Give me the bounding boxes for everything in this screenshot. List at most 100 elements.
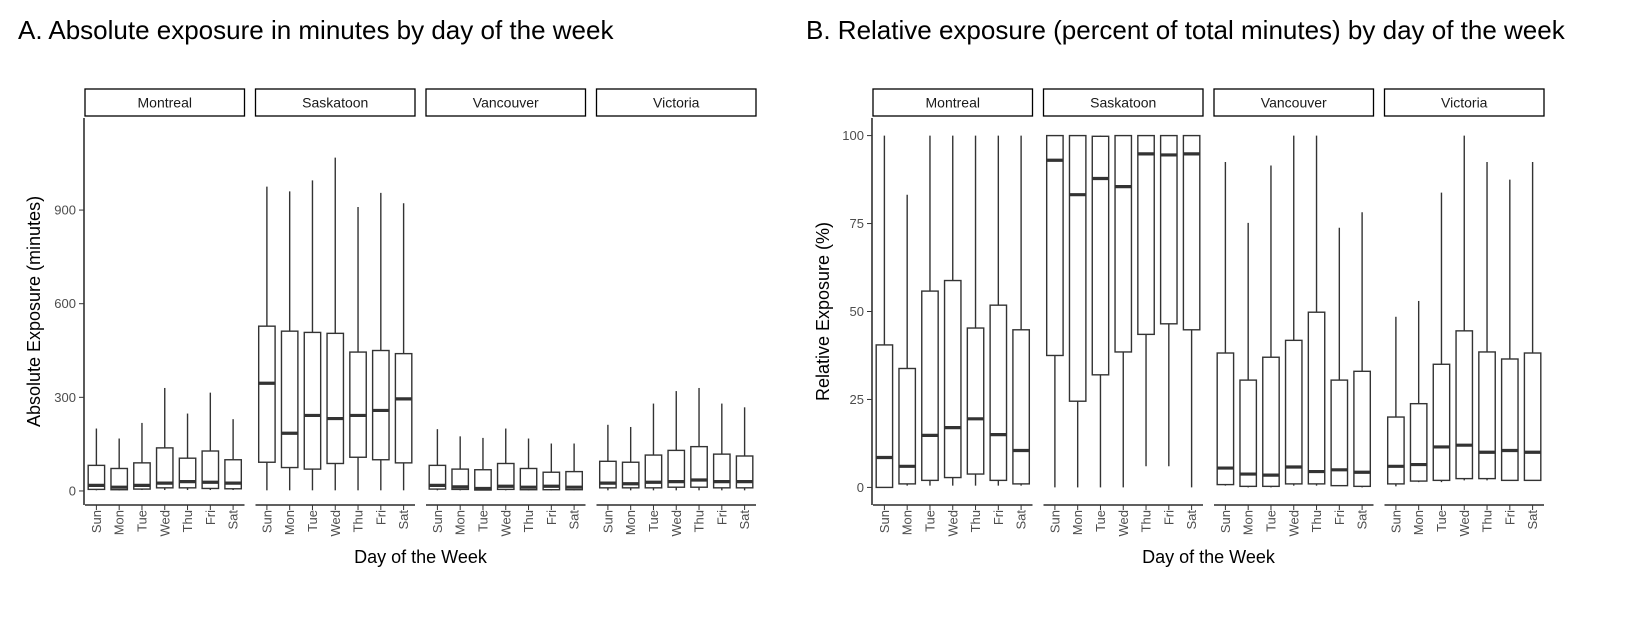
facet-strip — [1213, 88, 1375, 117]
facet-strip — [84, 88, 246, 117]
box — [1523, 352, 1542, 482]
box — [496, 462, 515, 491]
x-tick-label: Fri — [544, 510, 559, 525]
box — [690, 445, 708, 488]
facet-saskatoon: Saskatoon Sun Mon Tue Wed Thu Fri Sat — [1042, 88, 1204, 537]
x-tick-label: Tue — [475, 510, 490, 532]
x-tick-label: Mon — [453, 510, 468, 535]
x-tick-label: Fri — [1161, 510, 1176, 525]
facet-strip-label: Saskatoon — [1090, 95, 1156, 111]
box — [428, 464, 447, 490]
x-tick-label: Thu — [351, 510, 366, 532]
box — [875, 344, 894, 489]
y-tick-label: 25 — [850, 392, 864, 407]
x-tick-label: Thu — [1309, 510, 1324, 532]
box — [1262, 356, 1280, 488]
y-tick-label: 75 — [850, 216, 864, 231]
box — [943, 279, 962, 479]
box — [921, 290, 939, 482]
box — [519, 467, 538, 491]
x-tick-label: Mon — [900, 510, 915, 535]
box — [451, 468, 470, 491]
x-tick-label: Fri — [1502, 510, 1517, 525]
box — [1330, 379, 1349, 487]
facet-strip — [872, 88, 1034, 117]
x-tick-label: Wed — [328, 510, 343, 537]
box — [966, 327, 985, 475]
x-tick-label: Wed — [157, 510, 172, 537]
y-tick-label: 0 — [857, 480, 864, 495]
facet-victoria: Victoria Sun Mon Tue Wed Thu Fri Sat — [1383, 88, 1545, 537]
x-tick-label: Wed — [1457, 510, 1472, 537]
y-tick-label: 900 — [54, 203, 76, 218]
box — [565, 470, 584, 491]
x-tick-label: Sat — [1355, 510, 1370, 530]
box — [712, 453, 731, 489]
box — [155, 447, 174, 489]
box — [1432, 363, 1451, 482]
x-tick-label: Thu — [180, 510, 195, 532]
facet-strip — [254, 88, 416, 117]
facet-montreal: Montreal Sun Mon Tue Wed Thu Fri Sat — [872, 88, 1034, 537]
y-tick-label: 50 — [850, 304, 864, 319]
x-tick-label: Tue — [305, 510, 320, 532]
facet-vancouver: Vancouver Sun Mon Tue Wed Thu Fri Sat — [1213, 88, 1375, 537]
x-tick-label: Sun — [89, 510, 104, 533]
box — [280, 330, 299, 469]
x-tick-label: Tue — [134, 510, 149, 532]
x-tick-label: Fri — [714, 510, 729, 525]
box — [178, 457, 197, 489]
box — [1455, 330, 1474, 480]
panel-a-chart: 0 300 600 900 Absolute Exposure (minutes) Day… — [24, 88, 757, 567]
x-tick-label: Sat — [737, 510, 752, 530]
x-tick-label: Thu — [1139, 510, 1154, 532]
box — [1239, 379, 1258, 488]
x-tick-label: Sun — [1388, 510, 1403, 533]
x-tick-label: Sun — [1218, 510, 1233, 533]
box — [644, 454, 663, 489]
facet-saskatoon: Saskatoon Sun Mon Tue Wed Thu Fri Sat — [254, 88, 416, 537]
box — [735, 455, 754, 489]
box — [1114, 134, 1133, 353]
box — [1353, 370, 1372, 488]
x-tick-label: Sun — [259, 510, 274, 533]
x-tick-label: Wed — [1286, 510, 1301, 537]
facet-strip-label: Victoria — [1441, 95, 1488, 111]
x-axis-title: Day of the Week — [354, 547, 488, 567]
box — [133, 462, 151, 490]
x-tick-label: Mon — [282, 510, 297, 535]
box — [598, 460, 617, 489]
facet-strip — [1383, 88, 1545, 117]
facet-vancouver: Vancouver Sun Mon Tue Wed Thu Fri Sat — [425, 88, 587, 537]
x-tick-label: Fri — [1332, 510, 1347, 525]
y-tick-label: 100 — [842, 128, 864, 143]
panel-b-title: B. Relative exposure (percent of total m… — [806, 15, 1566, 45]
x-tick-label: Wed — [1116, 510, 1131, 537]
x-tick-label: Thu — [968, 510, 983, 532]
box — [110, 467, 129, 491]
box — [1137, 134, 1155, 336]
facet-strip-label: Montreal — [138, 95, 192, 111]
x-tick-label: Thu — [692, 510, 707, 532]
x-tick-label: Fri — [373, 510, 388, 525]
facet-strip-label: Vancouver — [1261, 95, 1327, 111]
y-tick-label: 600 — [54, 296, 76, 311]
box — [349, 351, 367, 458]
box — [1386, 416, 1405, 485]
box — [1045, 134, 1064, 357]
y-tick-label: 300 — [54, 390, 76, 405]
x-axis-title: Day of the Week — [1142, 547, 1276, 567]
box — [87, 464, 106, 491]
x-tick-label: Sat — [1525, 510, 1540, 530]
facet-victoria: Victoria Sun Mon Tue Wed Thu Fri Sat — [595, 88, 757, 537]
x-tick-label: Tue — [922, 510, 937, 532]
y-tick-label: 0 — [69, 483, 76, 498]
box — [898, 367, 917, 485]
x-tick-label: Thu — [1480, 510, 1495, 532]
box — [1284, 339, 1303, 485]
x-tick-label: Sun — [877, 510, 892, 533]
x-tick-label: Mon — [623, 510, 638, 535]
facet-strip-label: Vancouver — [473, 95, 539, 111]
panel-a-title: A. Absolute exposure in minutes by day o… — [18, 15, 614, 45]
facet-strip — [1042, 88, 1204, 117]
